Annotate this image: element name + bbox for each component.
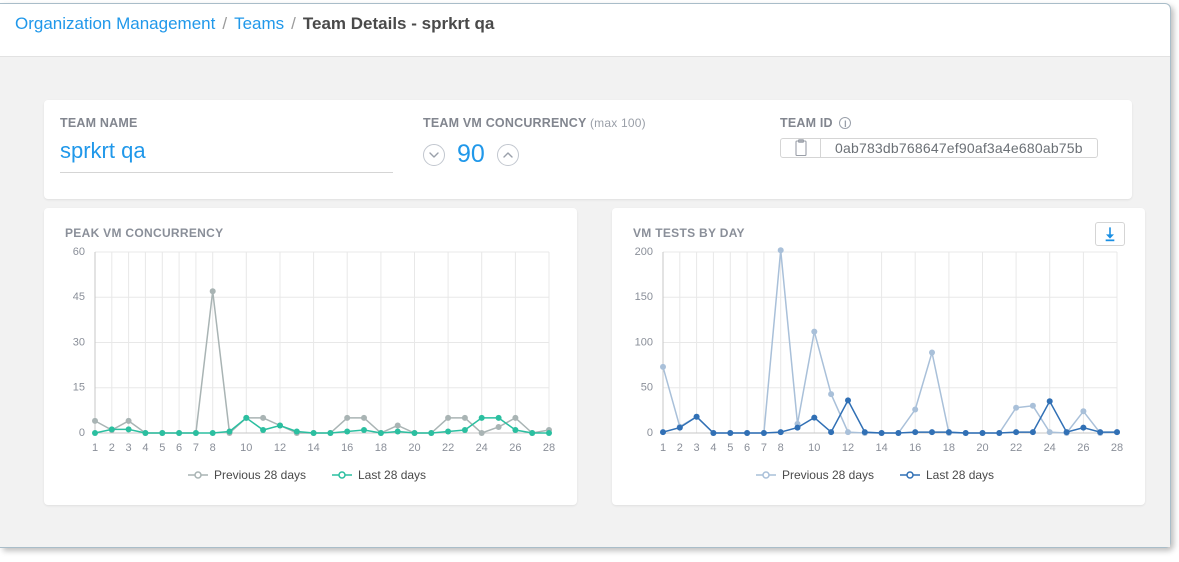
svg-text:14: 14 bbox=[307, 442, 319, 454]
svg-text:28: 28 bbox=[1111, 442, 1123, 454]
svg-text:50: 50 bbox=[641, 382, 653, 394]
svg-text:16: 16 bbox=[341, 442, 353, 454]
svg-text:10: 10 bbox=[808, 442, 820, 454]
svg-text:26: 26 bbox=[509, 442, 521, 454]
svg-text:1: 1 bbox=[92, 442, 98, 454]
svg-text:4: 4 bbox=[142, 442, 148, 454]
svg-text:100: 100 bbox=[635, 336, 653, 348]
svg-text:22: 22 bbox=[442, 442, 454, 454]
svg-text:18: 18 bbox=[943, 442, 955, 454]
svg-text:8: 8 bbox=[778, 442, 784, 454]
svg-text:4: 4 bbox=[710, 442, 716, 454]
svg-text:60: 60 bbox=[73, 246, 85, 258]
svg-text:28: 28 bbox=[543, 442, 555, 454]
svg-text:6: 6 bbox=[744, 442, 750, 454]
svg-text:150: 150 bbox=[635, 291, 653, 303]
svg-text:14: 14 bbox=[875, 442, 887, 454]
svg-text:15: 15 bbox=[73, 382, 85, 394]
svg-text:26: 26 bbox=[1077, 442, 1089, 454]
svg-text:3: 3 bbox=[694, 442, 700, 454]
svg-text:7: 7 bbox=[193, 442, 199, 454]
svg-text:7: 7 bbox=[761, 442, 767, 454]
svg-text:8: 8 bbox=[210, 442, 216, 454]
svg-text:3: 3 bbox=[126, 442, 132, 454]
svg-text:45: 45 bbox=[73, 291, 85, 303]
svg-text:200: 200 bbox=[635, 246, 653, 258]
svg-text:5: 5 bbox=[159, 442, 165, 454]
svg-text:2: 2 bbox=[109, 442, 115, 454]
svg-text:10: 10 bbox=[240, 442, 252, 454]
svg-text:12: 12 bbox=[274, 442, 286, 454]
svg-text:0: 0 bbox=[647, 427, 653, 439]
svg-text:24: 24 bbox=[476, 442, 488, 454]
svg-text:5: 5 bbox=[727, 442, 733, 454]
svg-text:16: 16 bbox=[909, 442, 921, 454]
svg-text:0: 0 bbox=[79, 427, 85, 439]
svg-text:12: 12 bbox=[842, 442, 854, 454]
svg-text:6: 6 bbox=[176, 442, 182, 454]
svg-text:30: 30 bbox=[73, 336, 85, 348]
svg-text:20: 20 bbox=[408, 442, 420, 454]
svg-text:18: 18 bbox=[375, 442, 387, 454]
svg-text:24: 24 bbox=[1044, 442, 1056, 454]
svg-text:2: 2 bbox=[677, 442, 683, 454]
svg-text:1: 1 bbox=[660, 442, 666, 454]
svg-text:20: 20 bbox=[976, 442, 988, 454]
svg-text:22: 22 bbox=[1010, 442, 1022, 454]
